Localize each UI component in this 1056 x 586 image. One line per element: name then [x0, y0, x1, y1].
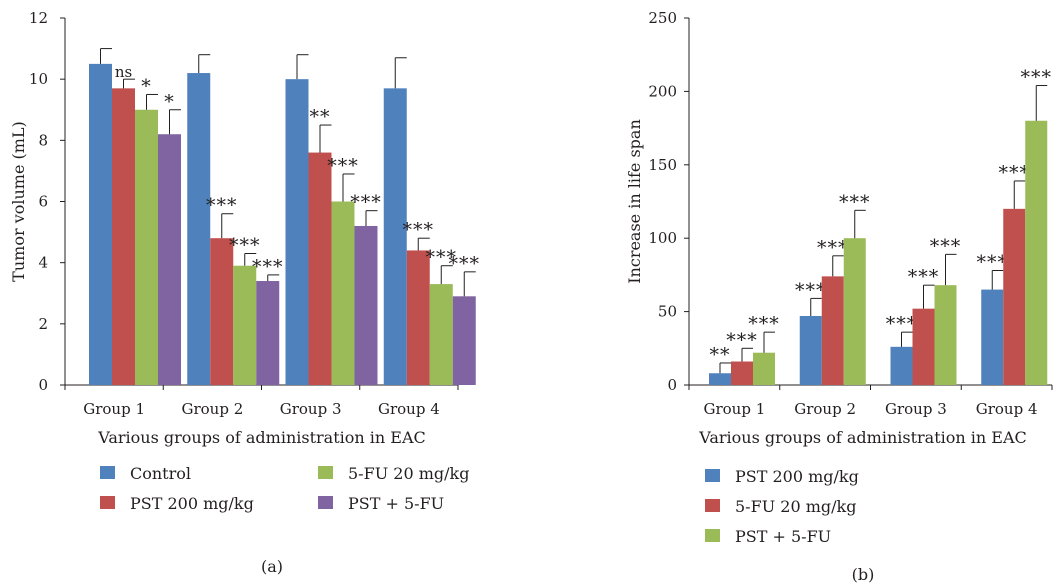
bar: [843, 238, 866, 385]
significance-label: ***: [229, 234, 261, 256]
y-tick-label: 150: [648, 156, 677, 174]
bar: [821, 276, 844, 385]
panel-label: (b): [852, 565, 875, 584]
legend-label: PST + 5-FU: [735, 527, 831, 546]
bar: [799, 316, 822, 385]
bar: [1003, 208, 1026, 385]
x-tick-label: Group 1: [703, 400, 765, 418]
y-tick-label: 200: [648, 82, 677, 100]
significance-label: ***: [748, 313, 780, 335]
significance-label: ns: [115, 63, 132, 81]
legend: Control PST 200 mg/kg 5-FU 20 mg/kg PST + 5…: [100, 464, 469, 513]
significance-label: ***: [908, 266, 940, 288]
legend-label: 5-FU 20 mg/kg: [735, 497, 856, 516]
legend-swatch: [100, 466, 115, 479]
significance-label: ***: [726, 329, 758, 351]
significance-label: ***: [403, 219, 435, 241]
bar: [256, 281, 280, 385]
legend-swatch: [318, 496, 333, 509]
bar: [135, 109, 158, 385]
significance-label: *: [141, 75, 152, 97]
significance-label: ***: [426, 247, 458, 269]
bar: [406, 250, 430, 385]
x-tick-label: Group 3: [885, 400, 947, 418]
legend-swatch: [100, 496, 115, 509]
legend-swatch: [705, 529, 720, 542]
significance-label: ***: [252, 256, 284, 278]
legend-label: PST 200 mg/kg: [130, 494, 254, 513]
x-tick-label: Group 1: [83, 400, 145, 418]
bar: [709, 373, 731, 385]
x-tick-label: Group 2: [181, 400, 243, 418]
bar: [452, 296, 476, 385]
significance-label: *: [164, 91, 175, 113]
y-tick-label: 100: [648, 229, 677, 247]
x-axis-title: Various groups of administration in EAC: [97, 428, 426, 447]
legend-swatch: [705, 469, 720, 482]
significance-label: ***: [449, 253, 481, 275]
y-axis-title: Tumor volume (mL): [9, 121, 28, 282]
chart-a: 0 2 4 6 8 10 12 Group 1 Group 2 Group 3 Group 4 Tum…: [9, 9, 481, 576]
significance-label: ***: [795, 279, 827, 301]
significance-label: ***: [206, 195, 238, 217]
legend-label: Control: [130, 464, 191, 483]
bar: [912, 308, 935, 385]
y-axis-title: Increase in life span: [625, 119, 644, 284]
bar: [753, 352, 775, 385]
y-tick-label: 6: [38, 193, 48, 211]
bar: [354, 225, 378, 385]
legend-label: PST + 5-FU: [348, 494, 444, 513]
bar: [308, 152, 332, 385]
legend-swatch: [705, 499, 720, 512]
significance-label: ***: [977, 251, 1009, 273]
bar: [158, 134, 181, 385]
bar: [89, 63, 112, 385]
bar: [331, 201, 355, 385]
significance-label: ***: [817, 237, 849, 259]
bar: [187, 73, 211, 386]
bar: [112, 88, 135, 385]
legend: PST 200 mg/kg 5-FU 20 mg/kg PST + 5-FU: [705, 467, 859, 546]
y-tick-label: 250: [648, 9, 677, 27]
y-tick-label: 12: [29, 9, 48, 27]
panel-label: (a): [261, 557, 283, 576]
x-tick-label: Group 4: [976, 400, 1038, 418]
significance-label: ***: [886, 313, 918, 335]
significance-label: **: [710, 344, 731, 366]
bar: [383, 88, 407, 385]
chart-b: 0 50 100 150 200 250 Group 1 Group 2 Group 3 Grou…: [625, 9, 1053, 584]
bar: [890, 346, 913, 385]
x-axis-title: Various groups of administration in EAC: [698, 428, 1027, 447]
bar: [731, 361, 753, 385]
bar: [934, 285, 957, 385]
legend-label: 5-FU 20 mg/kg: [348, 464, 469, 483]
bar: [285, 79, 309, 386]
x-tick-label: Group 4: [378, 400, 440, 418]
significance-label: ***: [327, 155, 359, 177]
significance-label: ***: [930, 235, 962, 257]
legend-swatch: [318, 466, 333, 479]
y-tick-label: 0: [667, 376, 677, 394]
y-tick-label: 4: [38, 254, 48, 272]
significance-label: **: [310, 106, 331, 128]
bar: [429, 284, 453, 385]
bar: [233, 265, 257, 385]
y-tick-label: 50: [658, 303, 677, 321]
significance-label: ***: [1021, 67, 1053, 89]
significance-label: ***: [999, 162, 1031, 184]
y-tick-label: 2: [38, 315, 48, 333]
significance-label: ***: [350, 192, 382, 214]
y-tick-label: 0: [38, 376, 48, 394]
x-tick-label: Group 2: [794, 400, 856, 418]
bar: [981, 289, 1004, 385]
x-tick-label: Group 3: [280, 400, 342, 418]
legend-label: PST 200 mg/kg: [735, 467, 859, 486]
bar: [210, 238, 234, 385]
significance-label: ***: [839, 191, 871, 213]
y-tick-label: 8: [38, 131, 48, 149]
bar: [1025, 120, 1048, 385]
y-tick-label: 10: [29, 70, 48, 88]
